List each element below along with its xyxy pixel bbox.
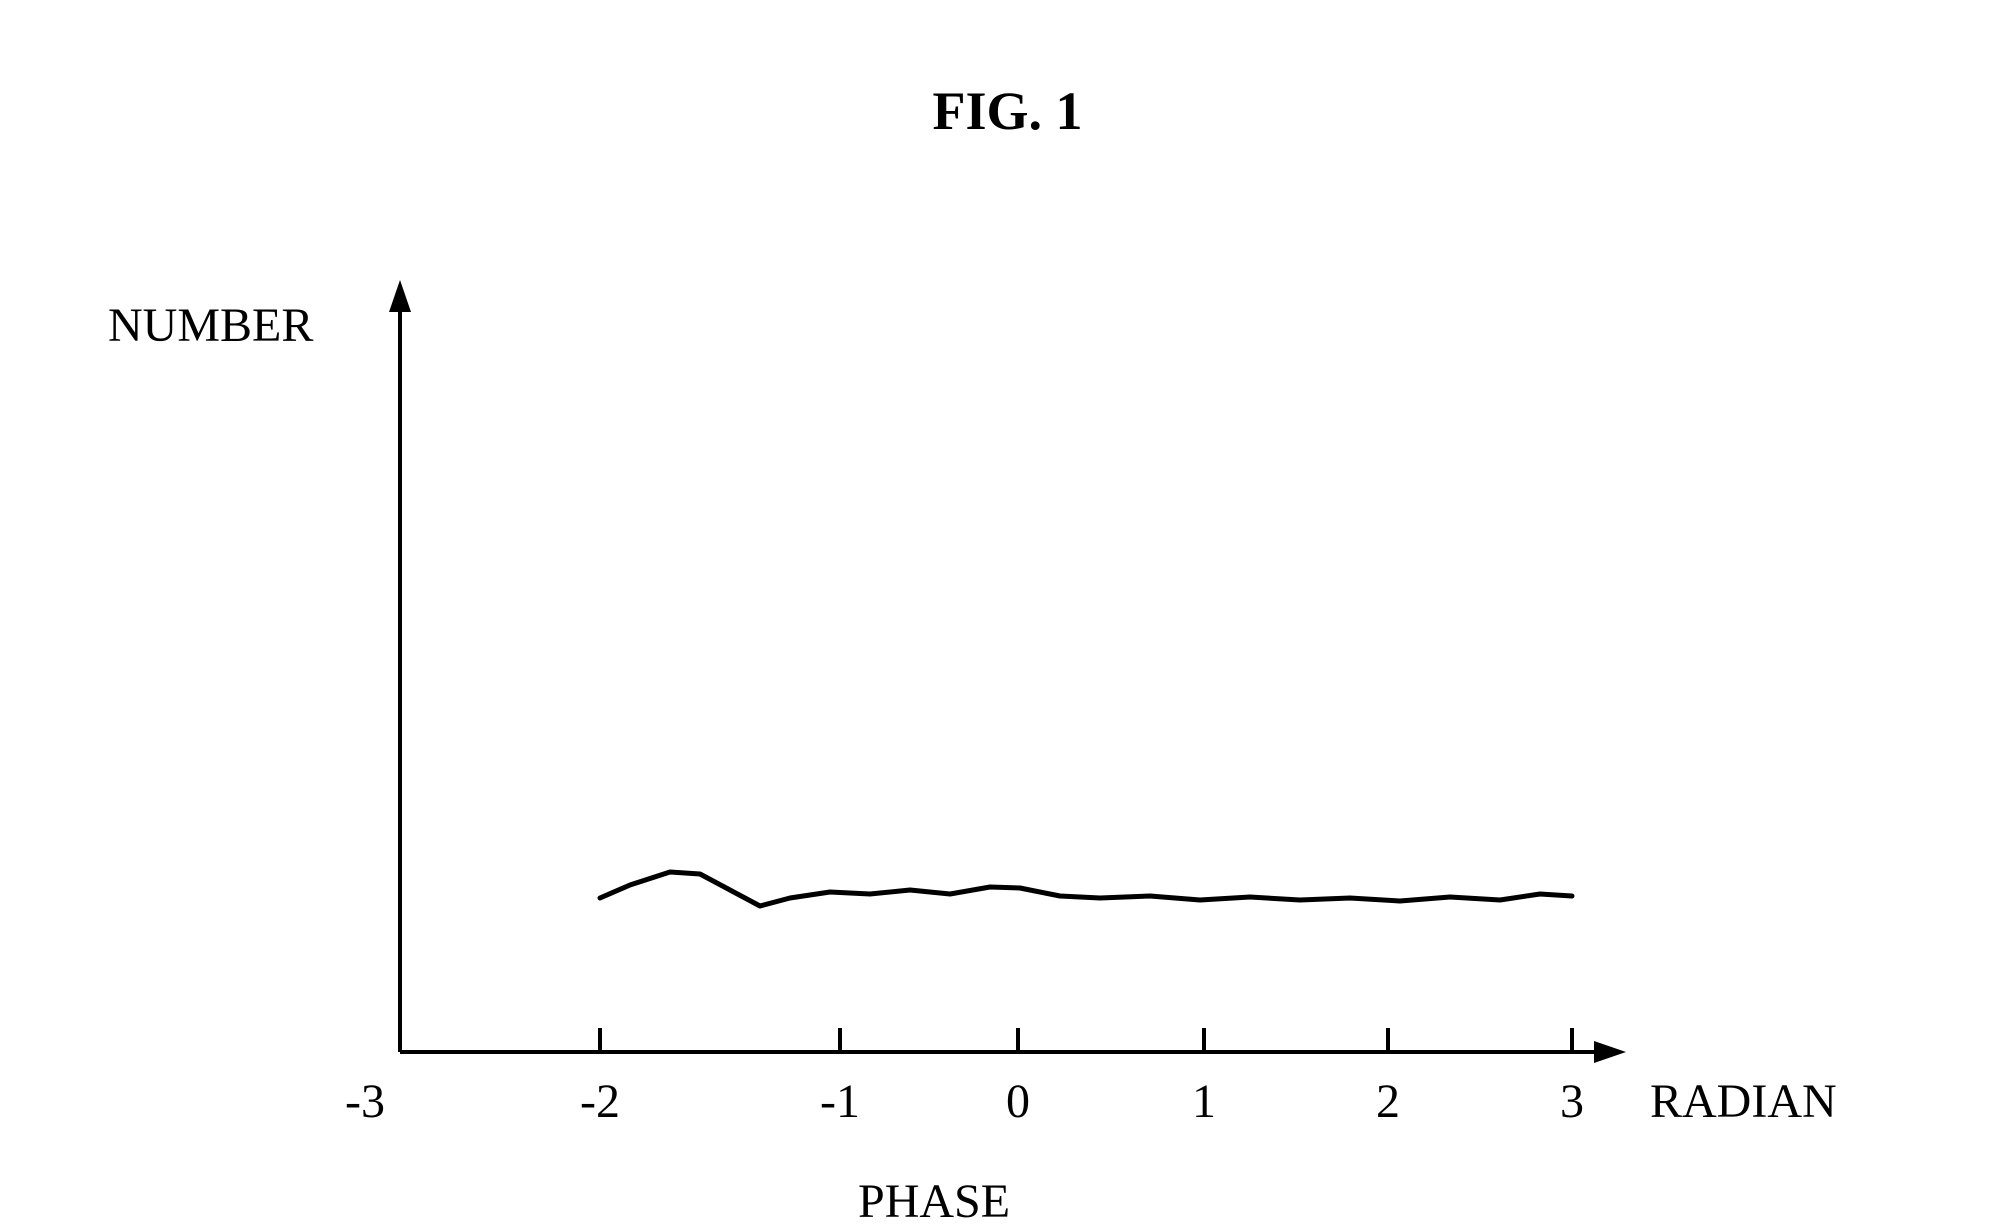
x-tick-label: -2 xyxy=(580,1074,620,1129)
chart-container: FIG. 1 NUMBER RADIAN PHASE -3-2-10123 xyxy=(0,40,2015,1227)
x-tick-label: -3 xyxy=(345,1074,385,1129)
chart-svg xyxy=(0,40,2015,1227)
x-tick-label: 3 xyxy=(1560,1074,1584,1129)
x-tick-label: 0 xyxy=(1006,1074,1030,1129)
x-tick-label: 1 xyxy=(1192,1074,1216,1129)
x-tick-label: -1 xyxy=(820,1074,860,1129)
x-tick-label: 2 xyxy=(1376,1074,1400,1129)
